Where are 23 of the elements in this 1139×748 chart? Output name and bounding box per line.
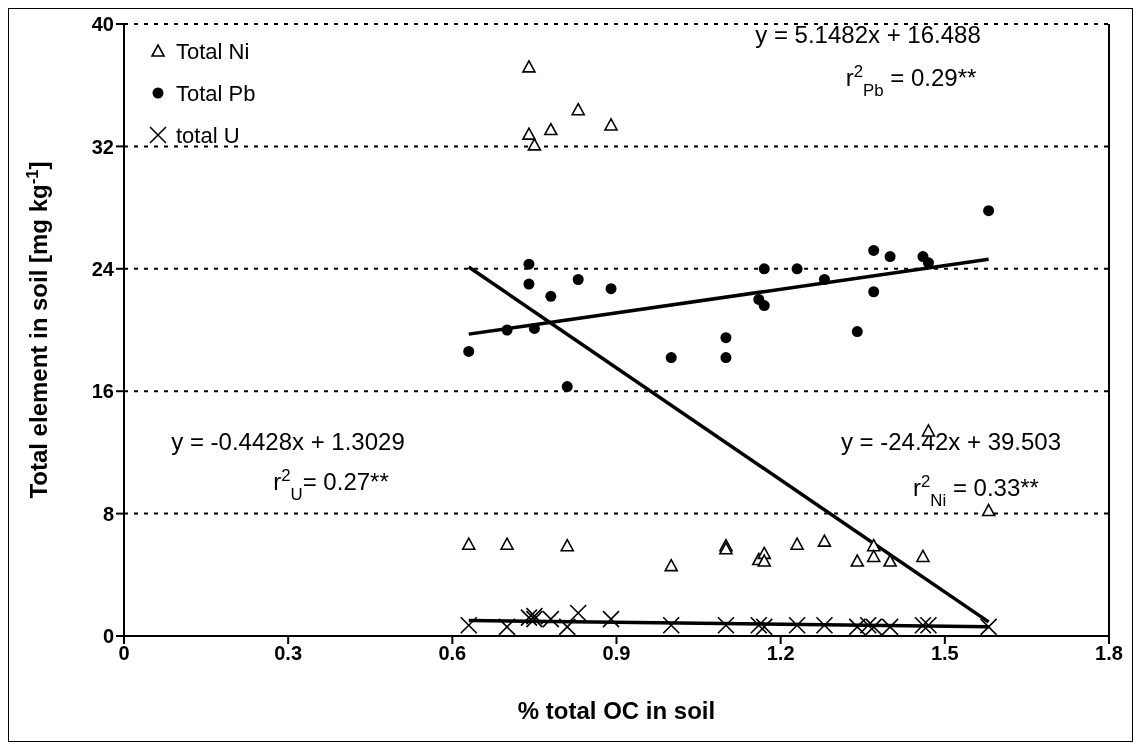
x-tick-label: 1.2 [766,642,795,665]
annotation: y = 5.1482x + 16.488 [755,20,981,48]
y-tick-label: 32 [91,135,114,158]
x-tick-label: 1.5 [930,642,959,665]
y-tick-label: 24 [91,257,115,280]
x-tick-label: 1.8 [1095,642,1123,665]
x-tick-label: 0.3 [274,642,303,665]
x-tick-label: 0.9 [602,642,631,665]
legend-label: Total Ni [176,39,250,64]
y-tick-label: 8 [102,502,114,525]
legend-label: total U [176,123,240,148]
x-tick-label: 0.6 [438,642,467,665]
y-tick-label: 16 [91,380,114,403]
annotation: y = -0.4428x + 1.3029 [171,428,405,456]
y-tick-label: 0 [102,625,114,648]
annotation: y = -24.42x + 39.503 [840,428,1062,456]
annotation: r$^{2}$$_{Ni}$ = 0.33** [913,471,1039,510]
x-tick-label: 0 [118,642,130,665]
annotation: r$^{2}$$_{Pb}$ = 0.29** [845,61,977,100]
x-axis-title: % total OC in soil [517,697,716,724]
legend-label: Total Pb [176,81,256,106]
y-tick-label: 40 [91,13,114,36]
annotation: r$^{2}$$_{U}$= 0.27** [273,465,389,504]
